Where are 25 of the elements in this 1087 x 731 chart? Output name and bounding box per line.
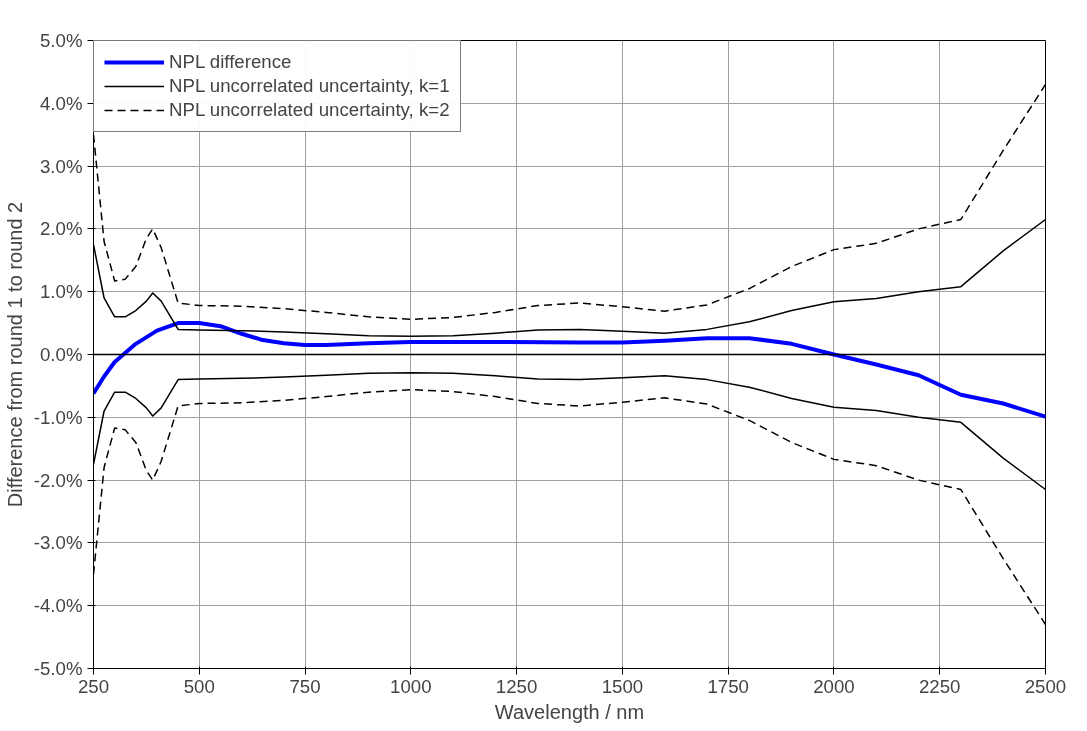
x-tick-label: 2500 bbox=[1024, 675, 1067, 697]
x-tick-label: 1000 bbox=[390, 675, 432, 697]
y-tick-label: -4.0% bbox=[33, 595, 83, 617]
x-tick-label: 1500 bbox=[601, 675, 644, 697]
y-tick-label: 1.0% bbox=[39, 281, 83, 303]
line-series bbox=[93, 321, 1046, 419]
x-tick-label: 1750 bbox=[707, 675, 749, 697]
legend-label: NPL difference bbox=[169, 51, 292, 73]
x-tick-label: 1250 bbox=[495, 675, 538, 697]
legend-label: NPL uncorrelated uncertainty, k=2 bbox=[169, 99, 450, 121]
legend-label: NPL uncorrelated uncertainty, k=1 bbox=[169, 75, 450, 97]
y-tick-label: -2.0% bbox=[33, 469, 83, 491]
y-axis-title: Difference from round 1 to round 2 bbox=[3, 201, 26, 508]
x-axis-title: Wavelength / nm bbox=[494, 700, 645, 723]
y-tick-label: 0.0% bbox=[39, 344, 83, 365]
y-tick-label: 3.0% bbox=[39, 155, 83, 177]
x-tick-label: 750 bbox=[289, 675, 321, 697]
y-tick-label: 4.0% bbox=[39, 92, 83, 114]
x-tick-label: 2000 bbox=[813, 675, 855, 697]
y-tick-label: -3.0% bbox=[33, 532, 83, 554]
x-tick-label: 500 bbox=[183, 675, 215, 697]
x-tick-label: 2250 bbox=[918, 675, 961, 697]
y-tick-label: 2.0% bbox=[39, 218, 83, 240]
y-tick-label: 5.0% bbox=[39, 30, 83, 51]
y-tick-label: -1.0% bbox=[33, 406, 83, 428]
